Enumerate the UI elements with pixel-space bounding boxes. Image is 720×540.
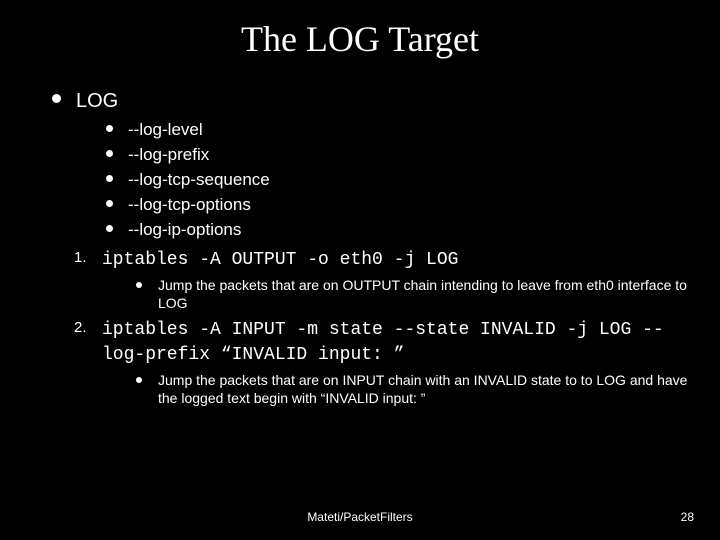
list-item: Jump the packets that are on OUTPUT chai…	[30, 276, 690, 312]
bullet-icon	[106, 225, 113, 232]
bullet-icon	[106, 175, 113, 182]
bullet-icon	[136, 282, 142, 288]
description-text: Jump the packets that are on INPUT chain…	[158, 371, 690, 407]
bullet-icon	[52, 94, 61, 103]
option-text: --log-ip-options	[128, 220, 241, 239]
option-text: --log-tcp-sequence	[128, 170, 270, 189]
list-item: --log-level	[30, 119, 690, 142]
list-item: --log-prefix	[30, 144, 690, 167]
list-item: --log-ip-options	[30, 219, 690, 242]
command-text: iptables -A INPUT -m state --state INVAL…	[102, 320, 664, 364]
list-item: --log-tcp-options	[30, 194, 690, 217]
page-number: 28	[681, 510, 694, 524]
bullet-icon	[106, 125, 113, 132]
list-item: Jump the packets that are on INPUT chain…	[30, 371, 690, 407]
item-number: 1.	[74, 248, 87, 268]
item-number: 2.	[74, 318, 87, 338]
slide-title: The LOG Target	[30, 18, 690, 60]
numbered-item: 1. iptables -A OUTPUT -o eth0 -j LOG	[30, 248, 690, 272]
numbered-item: 2. iptables -A INPUT -m state --state IN…	[30, 318, 690, 367]
option-text: --log-prefix	[128, 145, 209, 164]
option-text: --log-tcp-options	[128, 195, 251, 214]
description-text: Jump the packets that are on OUTPUT chai…	[158, 276, 690, 312]
command-text: iptables -A OUTPUT -o eth0 -j LOG	[102, 250, 458, 270]
bullet-icon	[106, 150, 113, 157]
section-label: LOG	[76, 90, 118, 112]
footer-center: Mateti/PacketFilters	[0, 510, 720, 524]
bullet-icon	[136, 377, 142, 383]
option-text: --log-level	[128, 120, 203, 139]
bullet-icon	[106, 200, 113, 207]
slide: The LOG Target LOG --log-level --log-pre…	[0, 0, 720, 540]
section-heading: LOG	[30, 88, 690, 115]
list-item: --log-tcp-sequence	[30, 169, 690, 192]
slide-content: LOG --log-level --log-prefix --log-tcp-s…	[30, 88, 690, 407]
